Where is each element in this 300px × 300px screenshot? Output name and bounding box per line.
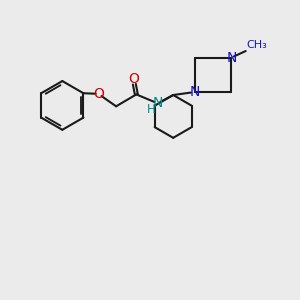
- Text: N: N: [189, 85, 200, 99]
- Text: N: N: [152, 96, 163, 110]
- Text: O: O: [128, 72, 139, 86]
- Text: N: N: [226, 51, 237, 64]
- Text: CH₃: CH₃: [246, 40, 267, 50]
- Text: H: H: [147, 103, 156, 116]
- Text: O: O: [93, 87, 104, 101]
